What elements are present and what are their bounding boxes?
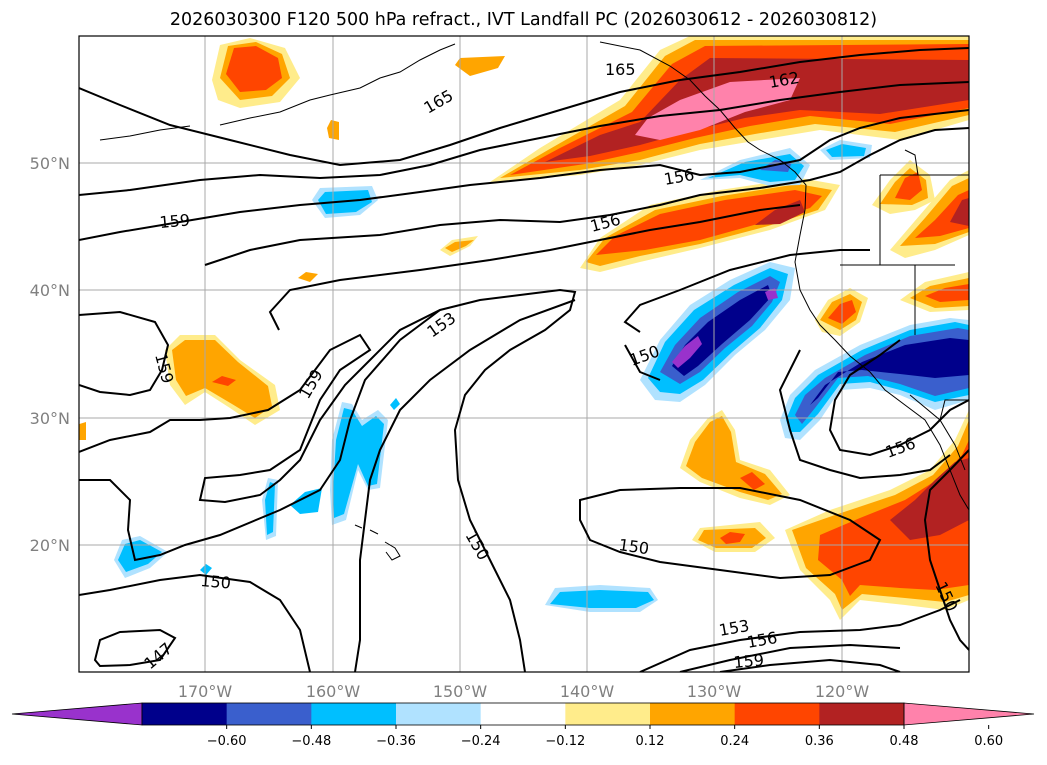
map-plot-area: 165 165 162 159 156 156 153 159 159 150 … bbox=[79, 36, 969, 672]
colorbar-tick-label: −0.48 bbox=[291, 734, 331, 749]
shading-negative bbox=[114, 140, 969, 612]
contour-label-165b: 165 bbox=[605, 60, 636, 79]
colorbar-bin bbox=[396, 703, 482, 725]
colorbar-tick-label: 0.60 bbox=[974, 734, 1003, 749]
colorbar-bin bbox=[226, 703, 312, 725]
lat-label-20n: 20°N bbox=[30, 536, 70, 555]
lon-label-150w: 150°W bbox=[433, 682, 488, 701]
lat-label-50n: 50°N bbox=[30, 154, 70, 173]
map-title: 2026030300 F120 500 hPa refract., IVT La… bbox=[169, 10, 878, 30]
lon-label-130w: 130°W bbox=[687, 682, 742, 701]
colorbar-tick-label: 0.12 bbox=[636, 734, 665, 749]
colorbar-tick-label: 0.48 bbox=[890, 734, 919, 749]
contour-label-150c: 150 bbox=[617, 535, 650, 558]
refractivity-contours bbox=[79, 47, 969, 672]
colorbar-tick-label: −0.60 bbox=[207, 734, 247, 749]
lon-tick-labels: 170°W 160°W 150°W 140°W 130°W 120°W bbox=[178, 682, 870, 701]
lon-label-120w: 120°W bbox=[815, 682, 870, 701]
colorbar-tick-label: −0.12 bbox=[545, 734, 585, 749]
contour-label-159e: 159 bbox=[733, 650, 765, 672]
lat-label-30n: 30°N bbox=[30, 409, 70, 428]
colorbar-tick-label: −0.24 bbox=[461, 734, 501, 749]
lon-label-140w: 140°W bbox=[560, 682, 615, 701]
lon-label-170w: 170°W bbox=[178, 682, 233, 701]
lon-label-160w: 160°W bbox=[306, 682, 361, 701]
colorbar-bin bbox=[311, 703, 397, 725]
lat-tick-labels: 50°N 40°N 30°N 20°N bbox=[30, 154, 70, 555]
colorbar-tick-label: −0.36 bbox=[376, 734, 416, 749]
map-frame bbox=[78, 35, 970, 673]
colorbar-tick-label: 0.36 bbox=[805, 734, 834, 749]
colorbar-extend-high bbox=[903, 702, 1035, 726]
colorbar-bin bbox=[565, 703, 651, 725]
colorbar-bin bbox=[650, 703, 736, 725]
contour-label-159: 159 bbox=[159, 210, 191, 232]
contour-label-150d: 150 bbox=[200, 571, 232, 593]
colorbar-extend-low bbox=[11, 702, 143, 726]
coastlines bbox=[99, 41, 969, 561]
colorbar-bin bbox=[819, 703, 905, 725]
lat-label-40n: 40°N bbox=[30, 281, 70, 300]
colorbar: −0.60 −0.48 −0.36 −0.24 −0.12 0.12 0.24 0.36 0.4… bbox=[11, 702, 1035, 749]
colorbar-bin bbox=[734, 703, 820, 725]
colorbar-tick-label: 0.24 bbox=[720, 734, 749, 749]
colorbar-bin bbox=[142, 703, 228, 725]
colorbar-bin bbox=[480, 703, 566, 725]
colorbar-frame bbox=[141, 702, 905, 726]
